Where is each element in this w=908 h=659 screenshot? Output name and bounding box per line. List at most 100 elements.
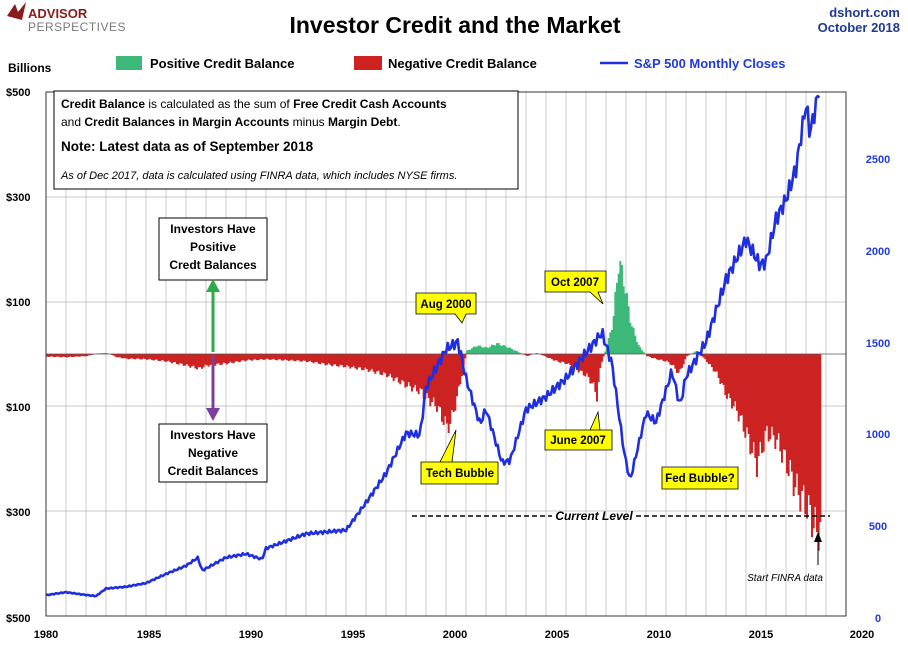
- x-tick: 2015: [749, 629, 773, 641]
- credit-bar: [656, 354, 658, 360]
- credit-bar: [304, 354, 307, 361]
- credit-bar: [337, 354, 340, 367]
- credit-bar: [694, 351, 697, 354]
- credit-bar: [144, 354, 147, 360]
- credit-bar: [419, 354, 422, 389]
- credit-bar: [616, 282, 618, 354]
- credit-bar: [51, 354, 53, 357]
- credit-bar: [364, 354, 367, 368]
- credit-bar: [619, 261, 622, 354]
- credit-bar: [302, 354, 305, 361]
- credit-bar: [397, 354, 400, 383]
- credit-bar: [247, 354, 250, 360]
- credit-bar: [571, 354, 573, 368]
- note-term: Credit Balances in Margin Accounts: [84, 115, 289, 129]
- credit-bar: [104, 353, 107, 354]
- left-axis-ticks: $500 $300 $100 $100 $300 $500: [6, 87, 30, 625]
- note-text: is calculated as the sum of: [145, 97, 293, 111]
- credit-bar: [449, 354, 452, 424]
- sp500-line: [45, 94, 821, 598]
- credit-bar: [802, 354, 805, 486]
- legend-swatch-negative: [354, 56, 382, 70]
- credit-bar: [517, 352, 520, 354]
- credit-bar: [766, 354, 768, 426]
- credit-bar: [387, 354, 390, 377]
- x-tick: 2000: [443, 629, 467, 641]
- credit-bar: [554, 354, 557, 361]
- credit-bar: [379, 354, 382, 375]
- credit-bar: [321, 354, 323, 363]
- credit-bar: [327, 354, 330, 364]
- credit-bar: [436, 354, 438, 412]
- credit-bar: [784, 354, 787, 450]
- credit-bar: [547, 354, 550, 358]
- credit-bar: [192, 354, 195, 366]
- credit-bar: [654, 354, 657, 359]
- credit-bar: [592, 354, 595, 383]
- credit-bar: [569, 354, 572, 366]
- credit-bar: [489, 346, 492, 354]
- credit-bar: [336, 354, 338, 367]
- credit-bar: [557, 354, 560, 362]
- credit-bar: [294, 354, 297, 362]
- credit-bar: [549, 354, 552, 358]
- credit-bar: [136, 354, 138, 359]
- note-text: and: [61, 115, 84, 129]
- credit-bar: [464, 354, 467, 359]
- credit-bar: [272, 354, 275, 359]
- credit-bar: [182, 354, 185, 366]
- credit-bar: [307, 354, 310, 362]
- credit-bar: [354, 354, 357, 369]
- credit-bar: [646, 354, 648, 357]
- credit-bar: [46, 354, 48, 357]
- credit-bar: [454, 354, 457, 411]
- credit-bar: [151, 354, 153, 360]
- credit-bar: [266, 354, 268, 359]
- credit-bar: [399, 354, 402, 385]
- credit-bar: [332, 354, 335, 365]
- credit-bar: [491, 344, 493, 354]
- credit-bar: [226, 354, 228, 365]
- credit-bar: [662, 354, 665, 362]
- logo-mark-icon: [7, 2, 26, 20]
- left-tick: $300: [6, 507, 30, 519]
- credit-bar: [597, 354, 600, 382]
- left-tick: $100: [6, 402, 30, 414]
- source-site: dshort.com: [829, 5, 900, 20]
- credit-bar: [381, 354, 383, 376]
- credit-bar: [794, 354, 797, 488]
- credit-bar: [289, 354, 292, 361]
- credit-bar: [629, 322, 632, 354]
- credit-bar: [676, 354, 678, 374]
- credit-bar: [486, 347, 488, 354]
- x-tick: 1995: [341, 629, 365, 641]
- credit-bar: [249, 354, 252, 361]
- credit-bar: [692, 352, 695, 354]
- credit-bar: [179, 354, 182, 364]
- credit-bar: [551, 354, 553, 360]
- credit-bar: [566, 354, 568, 364]
- credit-bar: [681, 354, 683, 368]
- credit-bar: [709, 354, 712, 365]
- legend-label-sp500: S&P 500 Monthly Closes: [634, 56, 785, 71]
- credit-bar: [284, 354, 287, 360]
- credit-bar: [346, 354, 348, 366]
- legend-label-negative: Negative Credit Balance: [388, 56, 537, 71]
- credit-bar: [171, 354, 173, 364]
- credit-bar: [291, 354, 293, 360]
- credit-bar: [246, 354, 248, 361]
- note-text: .: [397, 115, 400, 129]
- credit-bar: [186, 354, 188, 365]
- credit-bar: [727, 354, 730, 394]
- credit-bar: [79, 354, 82, 357]
- credit-bar: [121, 354, 123, 359]
- credit-bar: [459, 354, 462, 385]
- credit-bar: [391, 354, 393, 378]
- credit-bar: [166, 354, 168, 362]
- credit-bar: [426, 354, 428, 394]
- credit-bar: [84, 354, 87, 357]
- credit-bar: [601, 354, 603, 362]
- credit-bar: [376, 354, 378, 372]
- credit-bar: [546, 354, 548, 358]
- credit-bar: [322, 354, 325, 364]
